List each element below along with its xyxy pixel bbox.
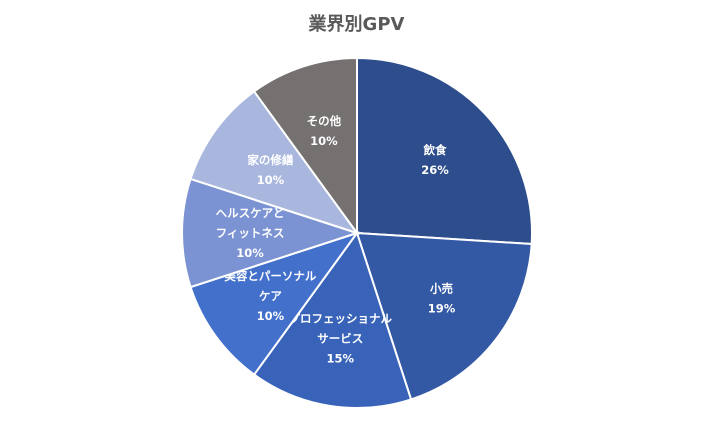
slice-category-label: 美容とパーソナル	[224, 268, 316, 282]
slice-label-2: プロフェッショナルサービス 15%	[289, 311, 393, 365]
pie-slice-5	[189, 90, 360, 235]
slice-label-5: 家の修繕 10%	[247, 153, 293, 187]
slice-category-label: ヘルスケアと	[216, 206, 285, 220]
slice-category-label: プロフェッショナル	[289, 311, 393, 325]
slice-label-3: 美容とパーソナルケア 10%	[224, 268, 316, 322]
slice-category-label: サービス	[317, 331, 363, 345]
slice-value-label: 26%	[421, 162, 449, 176]
slice-label-0: 飲食 26%	[421, 142, 449, 176]
slice-label-6: その他 10%	[307, 114, 342, 148]
slice-value-label: 15%	[327, 351, 355, 365]
slice-category-label: 小売	[429, 281, 453, 295]
pie-slice-4	[181, 177, 361, 289]
slice-category-label: 家の修繕	[247, 153, 293, 167]
slice-value-label: 10%	[236, 246, 264, 260]
pie-slice-0	[356, 56, 533, 246]
pie-slice-1	[355, 231, 533, 401]
slice-value-label: 10%	[257, 308, 285, 322]
slice-label-1: 小売 19%	[428, 281, 456, 315]
slice-value-label: 10%	[257, 173, 285, 187]
slice-value-label: 10%	[310, 134, 338, 148]
slice-category-label: ケア	[259, 288, 282, 302]
slice-category-label: フィットネス	[216, 226, 285, 240]
pie-slice-6	[252, 56, 358, 237]
slice-value-label: 19%	[428, 301, 456, 315]
pie-slice-2	[252, 230, 413, 409]
slice-category-label: 飲食	[423, 142, 447, 156]
slice-category-label: その他	[307, 114, 342, 128]
chart-title: 業界別GPV	[308, 14, 405, 35]
slice-label-4: ヘルスケアとフィットネス 10%	[216, 206, 285, 260]
pie-slice-3	[189, 231, 360, 376]
